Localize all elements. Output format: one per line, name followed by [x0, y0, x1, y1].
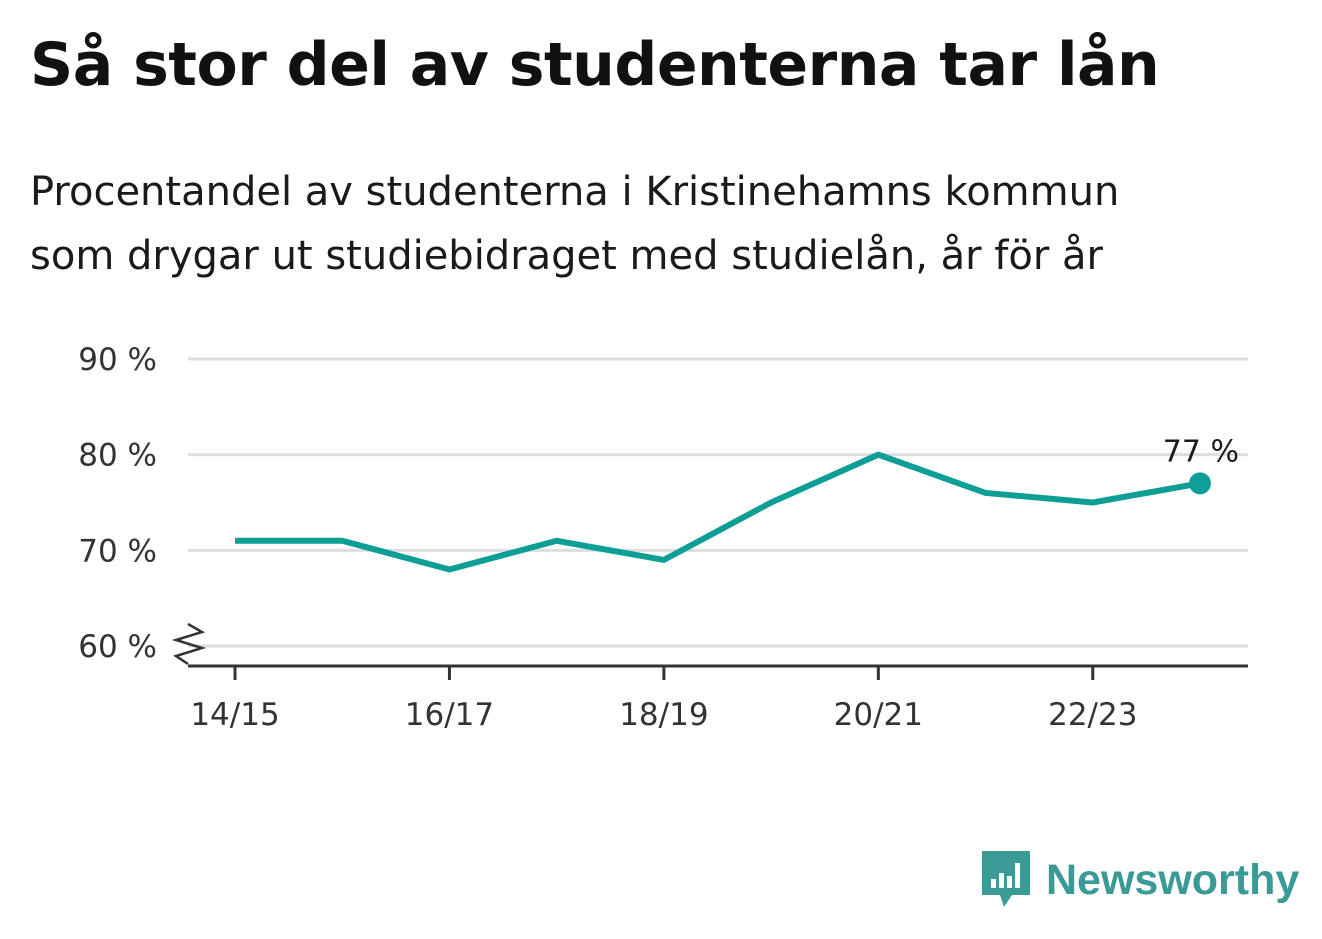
y-tick-label-90: 90 %: [78, 342, 157, 378]
series-group: [234, 451, 1211, 573]
last-value-label: 77 %: [1163, 434, 1239, 469]
x-tick-label-20-21: 20/21: [834, 697, 923, 733]
x-tick-label-14-15: 14/15: [190, 697, 279, 733]
y-tick-label-60: 60 %: [78, 629, 157, 665]
y-tick-label-70: 70 %: [78, 533, 157, 569]
y-axis-break-icon: [171, 622, 207, 666]
x-tick-label-16-17: 16/17: [405, 697, 494, 733]
x-axis: [171, 622, 1248, 680]
gridlines: [188, 357, 1248, 648]
x-tick-label-22-23: 22/23: [1048, 697, 1137, 733]
line-chart: 60 % 70 % 80 % 90 % 14/15 16/17 18/19 20/21 22/…: [78, 342, 1248, 733]
x-tick-label-18-19: 18/19: [619, 697, 708, 733]
newsworthy-logo: Newsworthy: [980, 848, 1299, 912]
y-axis-labels: 60 % 70 % 80 % 90 %: [78, 342, 157, 665]
chart-subtitle: Procentandel av studenterna i Kristineha…: [30, 160, 1280, 288]
last-data-point-marker: [1189, 472, 1211, 495]
x-axis-labels: 14/15 16/17 18/19 20/21 22/23: [190, 697, 1137, 733]
subtitle-line-1: Procentandel av studenterna i Kristineha…: [30, 169, 1120, 215]
newsworthy-logo-icon: [982, 851, 1030, 907]
newsworthy-logo-text: Newsworthy: [1046, 855, 1300, 904]
y-tick-label-80: 80 %: [78, 438, 157, 474]
series-line-0: [235, 451, 1201, 573]
data-labels: 77 %: [1163, 434, 1239, 469]
subtitle-line-2: som drygar ut studiebidraget med studiel…: [30, 233, 1103, 279]
chart-title: Så stor del av studenterna tar lån: [30, 30, 1160, 100]
